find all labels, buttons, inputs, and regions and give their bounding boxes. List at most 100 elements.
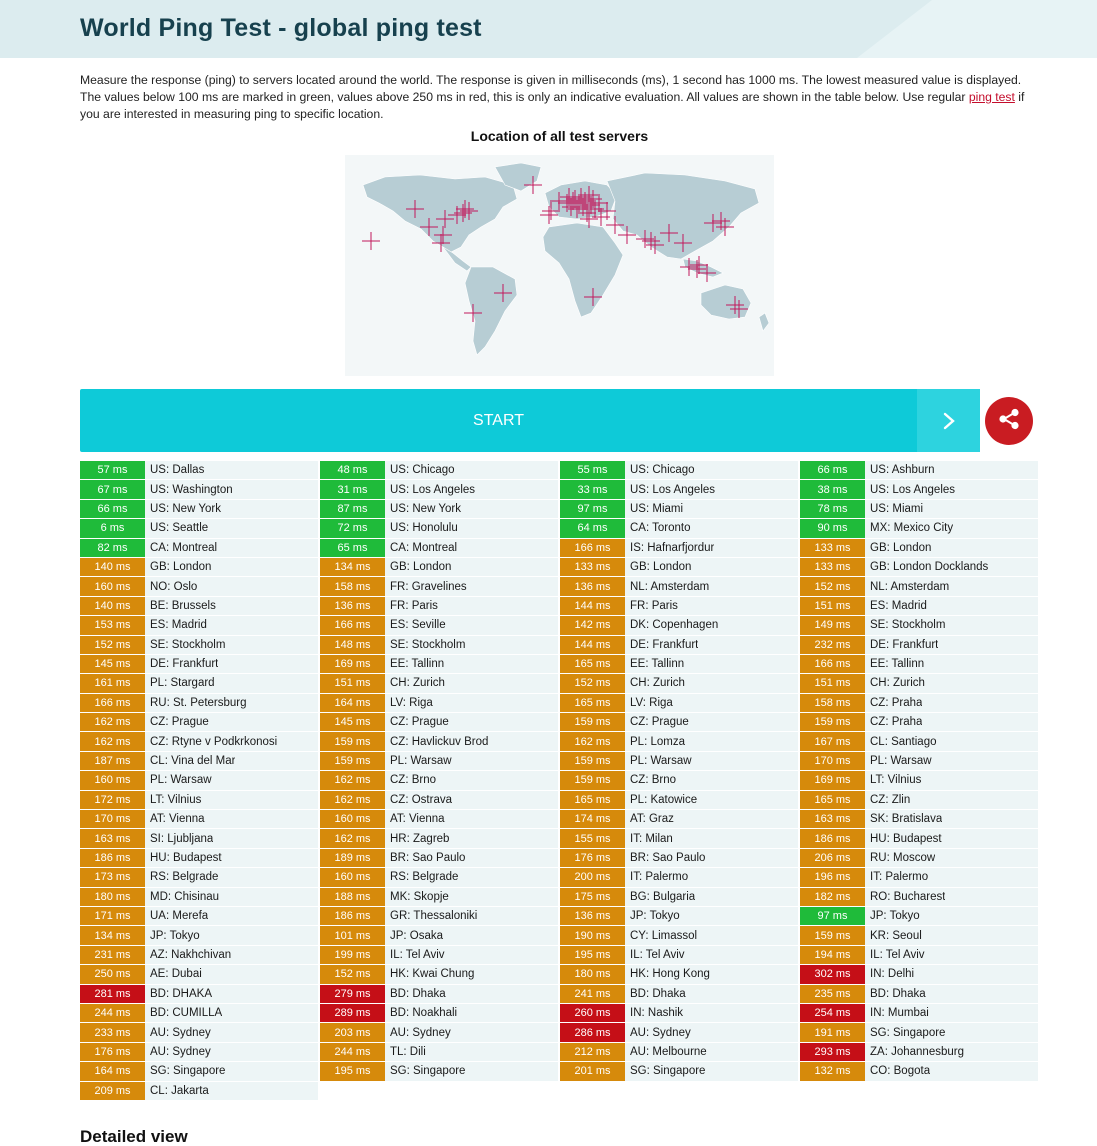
result-row: 159 ms KR: Seoul [800,926,1038,946]
server-location: TL: Dili [390,1045,426,1058]
ping-value-badge: 159 ms [560,751,625,771]
ping-value-badge: 166 ms [80,693,145,713]
ping-value-badge: 187 ms [80,751,145,771]
server-location: FR: Paris [630,599,678,612]
server-location: BD: DHAKA [150,987,212,1000]
server-location: BR: Sao Paulo [390,852,466,864]
result-row: 136 ms FR: Paris [320,596,558,617]
result-row: 78 ms US: Miami [800,499,1038,520]
ping-value-badge: 241 ms [560,984,625,1003]
server-location: GB: London [630,561,692,574]
result-row: 188 ms MK: Skopje [320,887,558,907]
result-row: 212 ms AU: Melbourne [560,1042,798,1063]
crosshair-marker-icon [432,234,450,252]
north-america [362,174,518,254]
result-row: 159 ms CZ: Brno [560,771,798,791]
ping-value-badge: 158 ms [320,577,385,596]
result-row: 148 ms SE: Stockholm [320,635,558,655]
server-location: AT: Vienna [150,813,205,826]
ping-value-badge: 201 ms [560,1062,625,1081]
server-location: US: Los Angeles [390,483,476,496]
server-location: RU: St. Petersburg [150,696,247,709]
ping-value-badge: 152 ms [80,635,145,654]
result-row: 171 ms UA: Merefa [80,906,318,927]
result-row: 145 ms DE: Frankfurt [80,654,318,675]
chevron-right-icon[interactable] [917,389,980,452]
server-location: BE: Brussels [150,599,216,612]
ping-value-badge: 155 ms [560,829,625,848]
ping-value-badge: 233 ms [80,1023,145,1042]
result-row: 162 ms CZ: Rtyne v Podkrkonosi [80,732,318,752]
server-location: SK: Bratislava [870,813,943,826]
server-location: GB: London [870,541,932,554]
ping-value-badge: 159 ms [800,926,865,945]
server-location: US: Chicago [390,464,455,477]
ping-value-badge: 173 ms [80,868,145,887]
result-row: 160 ms NO: Oslo [80,577,318,597]
server-location: BD: CUMILLA [150,1007,223,1020]
crosshair-marker-icon [580,186,598,204]
crosshair-marker-icon [674,234,692,252]
server-location: US: Miami [630,502,684,515]
result-row: 66 ms US: New York [80,499,318,520]
server-location: SE: Stockholm [870,619,946,632]
ping-value-badge: 244 ms [320,1042,385,1062]
server-location: US: Honolulu [390,522,458,535]
result-row: 293 ms ZA: Johannesburg [800,1042,1038,1063]
ping-value-badge: 200 ms [560,868,625,887]
ping-value-badge: 66 ms [80,499,145,519]
result-row: 160 ms PL: Warsaw [80,771,318,791]
ping-value-badge: 209 ms [80,1081,145,1100]
server-location: BD: Dhaka [630,987,686,1000]
crosshair-marker-icon [618,226,636,244]
server-location: ZA: Johannesburg [870,1045,964,1058]
server-location: CZ: Prague [630,716,689,729]
ping-value-badge: 67 ms [80,480,145,499]
ping-value-badge: 162 ms [320,771,385,790]
server-location: CH: Zurich [870,677,925,690]
server-location: CY: Limassol [630,929,698,942]
result-row: 162 ms CZ: Prague [80,713,318,733]
map-title: Location of all test servers [470,128,649,144]
australia [700,284,752,320]
server-location: BD: Noakhali [390,1007,458,1020]
share-button[interactable] [985,397,1033,445]
ping-value-badge: 151 ms [320,674,385,693]
server-location: BD: Dhaka [870,987,926,1000]
server-location: IT: Palermo [630,871,689,884]
server-location: HR: Zagreb [390,832,450,845]
result-row: 162 ms HR: Zagreb [320,829,558,849]
result-row: 195 ms SG: Singapore [320,1062,558,1082]
ping-test-link[interactable]: ping test [968,90,1015,104]
ping-value-badge: 165 ms [560,790,625,810]
server-location: EE: Tallinn [390,658,445,671]
result-row: 72 ms US: Honolulu [320,519,558,539]
ping-value-badge: 132 ms [800,1062,865,1081]
crosshair-marker-icon [590,194,608,212]
crosshair-marker-icon [436,210,454,228]
server-location: IL: Tel Aviv [630,948,685,961]
server-location: GB: London [150,561,212,574]
ping-value-badge: 164 ms [320,693,385,713]
server-location: PL: Katowice [630,793,698,806]
ping-value-badge: 195 ms [320,1062,385,1081]
server-location: AE: Dubai [150,968,202,981]
ping-value-badge: 235 ms [800,984,865,1003]
result-row: 170 ms PL: Warsaw [800,751,1038,772]
server-location: US: Seattle [150,522,209,535]
result-row: 152 ms HK: Kwai Chung [320,965,558,985]
server-location: CH: Zurich [630,677,685,690]
crosshair-marker-icon [542,202,560,220]
start-button[interactable]: START [80,389,980,452]
server-location: NL: Amsterdam [870,580,950,593]
ping-value-badge: 162 ms [560,732,625,751]
page-header: World Ping Test - global ping test [0,0,1097,58]
server-location: CZ: Zlin [870,793,911,806]
server-location: KR: Seoul [870,929,922,942]
result-row: 159 ms PL: Warsaw [560,751,798,772]
ping-value-badge: 38 ms [800,480,865,499]
server-location: CA: Montreal [150,541,218,554]
result-row: 151 ms ES: Madrid [800,596,1038,617]
result-row: 165 ms EE: Tallinn [560,654,798,675]
new-zealand [758,312,770,332]
